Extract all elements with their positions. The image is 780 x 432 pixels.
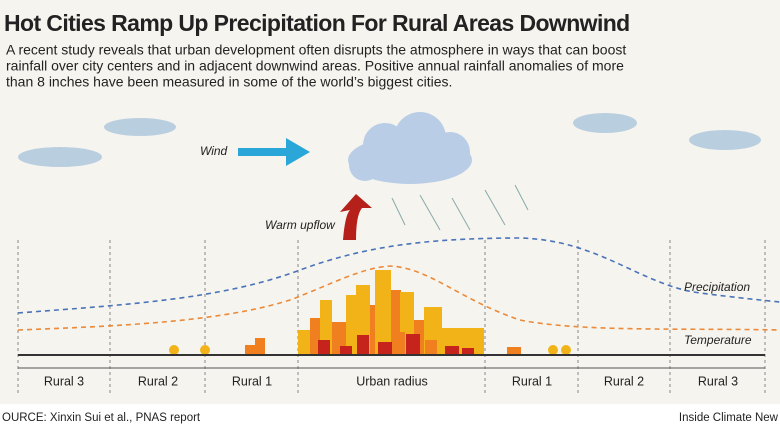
small-clouds	[18, 113, 761, 167]
zone-label: Rural 2	[138, 374, 178, 388]
source: OURCE: Xinxin Sui et al., PNAS report	[2, 412, 201, 424]
zone-label: Rural 3	[44, 374, 84, 388]
zone-label: Urban radius	[356, 374, 428, 388]
rain	[391, 184, 529, 231]
zone-label: Rural 3	[698, 374, 738, 388]
zone-label: Rural 2	[604, 374, 644, 388]
description-line: A recent study reveals that urban develo…	[6, 42, 626, 58]
wind-arrow	[238, 138, 310, 166]
title: Hot Cities Ramp Up Precipitation For Rur…	[4, 10, 630, 36]
precipitation-curve	[17, 237, 780, 314]
precipitation-label: Precipitation	[684, 280, 750, 294]
upflow-label: Warm upflow	[265, 218, 336, 232]
upflow-arrow	[340, 194, 372, 240]
description-line: rainfall over city centers and in adjace…	[6, 58, 624, 74]
footer-band	[0, 404, 780, 432]
zone-label: Rural 1	[512, 374, 552, 388]
rain-cloud	[348, 112, 472, 184]
description-line: than 8 inches have been measured in some…	[6, 74, 452, 90]
credit: Inside Climate New	[679, 412, 779, 424]
dividers	[17, 240, 766, 395]
zone-label: Rural 1	[232, 374, 272, 388]
buildings	[169, 270, 571, 355]
wind-label: Wind	[200, 144, 228, 158]
temperature-label: Temperature	[684, 333, 752, 347]
temperature-curve	[17, 265, 780, 331]
